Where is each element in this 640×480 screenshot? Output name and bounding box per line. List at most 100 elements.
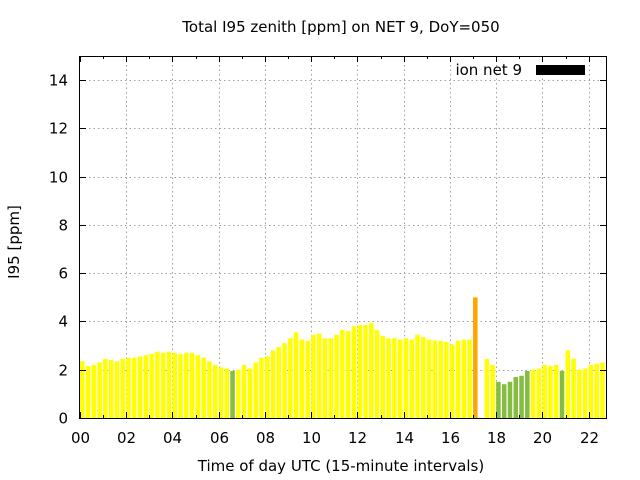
bar — [85, 366, 91, 418]
bar — [247, 368, 253, 418]
bar — [195, 355, 201, 418]
bar — [507, 381, 513, 418]
bar — [473, 297, 478, 418]
y-tick-label: 0 — [58, 410, 68, 428]
bar — [553, 364, 559, 418]
bar — [357, 325, 362, 418]
x-tick-label: 08 — [256, 429, 275, 447]
bar — [172, 352, 177, 418]
bar — [351, 326, 357, 418]
bar — [236, 369, 241, 418]
bar — [519, 375, 524, 418]
bar — [438, 340, 443, 418]
bar — [501, 384, 507, 418]
bar — [600, 362, 605, 418]
bar — [334, 334, 339, 418]
bar — [582, 368, 588, 418]
bar — [496, 381, 501, 418]
x-axis-label: Time of day UTC (15-minute intervals) — [197, 457, 484, 475]
bar — [392, 338, 397, 418]
bar — [542, 364, 547, 418]
bar — [409, 339, 414, 418]
bar — [328, 338, 334, 418]
bar — [548, 366, 553, 418]
bar — [288, 338, 293, 418]
y-tick-label: 4 — [58, 313, 68, 331]
bar — [588, 364, 594, 418]
bar — [143, 355, 149, 418]
bar — [426, 339, 432, 418]
bar — [132, 357, 137, 418]
bar — [449, 344, 455, 418]
bar — [282, 343, 287, 418]
bar — [91, 364, 97, 418]
bar — [490, 364, 495, 418]
bar — [189, 352, 195, 418]
bar — [444, 341, 449, 418]
bar — [316, 333, 322, 418]
bar — [467, 339, 472, 418]
bar — [415, 334, 420, 418]
bar — [178, 354, 183, 418]
bar — [525, 370, 530, 418]
legend: ion net 9 — [455, 61, 585, 79]
bar — [559, 370, 565, 418]
bar — [461, 339, 467, 418]
bar — [432, 340, 438, 418]
bar — [137, 356, 143, 418]
bar — [380, 335, 386, 418]
bar — [577, 369, 582, 418]
bar — [149, 354, 154, 418]
legend-label: ion net 9 — [455, 61, 522, 79]
x-tick-label: 14 — [395, 429, 414, 447]
bar — [397, 339, 403, 418]
y-tick-label: 12 — [49, 120, 68, 138]
bar — [299, 339, 305, 418]
y-tick-label: 2 — [58, 362, 68, 380]
bar — [421, 337, 426, 418]
bar — [530, 369, 536, 418]
bar — [311, 334, 316, 418]
x-tick-label: 02 — [117, 429, 136, 447]
x-tick-label: 12 — [348, 429, 367, 447]
bar — [253, 362, 258, 418]
y-tick-label: 10 — [49, 169, 68, 187]
bar — [293, 332, 299, 418]
bar — [114, 361, 120, 418]
bar — [571, 358, 576, 418]
bar — [155, 351, 160, 418]
x-tick-label: 22 — [580, 429, 599, 447]
x-tick-label: 04 — [163, 429, 182, 447]
y-axis-label: I95 [ppm] — [5, 205, 23, 279]
bar — [212, 364, 218, 418]
bar — [201, 357, 206, 418]
bar — [264, 356, 270, 418]
bar — [340, 329, 345, 418]
bar — [369, 322, 374, 418]
bar — [363, 325, 368, 418]
bar — [108, 360, 114, 418]
bar — [345, 331, 351, 418]
bar — [536, 368, 542, 418]
x-tick-label: 20 — [533, 429, 552, 447]
bar — [126, 357, 131, 418]
bar — [120, 358, 125, 418]
bar — [403, 338, 409, 418]
bar — [322, 338, 328, 418]
bars — [80, 297, 605, 418]
bar — [224, 368, 230, 418]
bar — [565, 350, 571, 418]
bar — [305, 340, 310, 418]
bar — [160, 352, 166, 418]
bar — [230, 370, 235, 418]
bar — [184, 352, 189, 418]
x-tick-label: 00 — [71, 429, 90, 447]
bar — [241, 364, 247, 418]
x-tick-label: 16 — [441, 429, 460, 447]
bar — [386, 338, 391, 418]
bar — [594, 363, 599, 418]
x-tick-label: 10 — [302, 429, 321, 447]
bar — [455, 340, 461, 418]
